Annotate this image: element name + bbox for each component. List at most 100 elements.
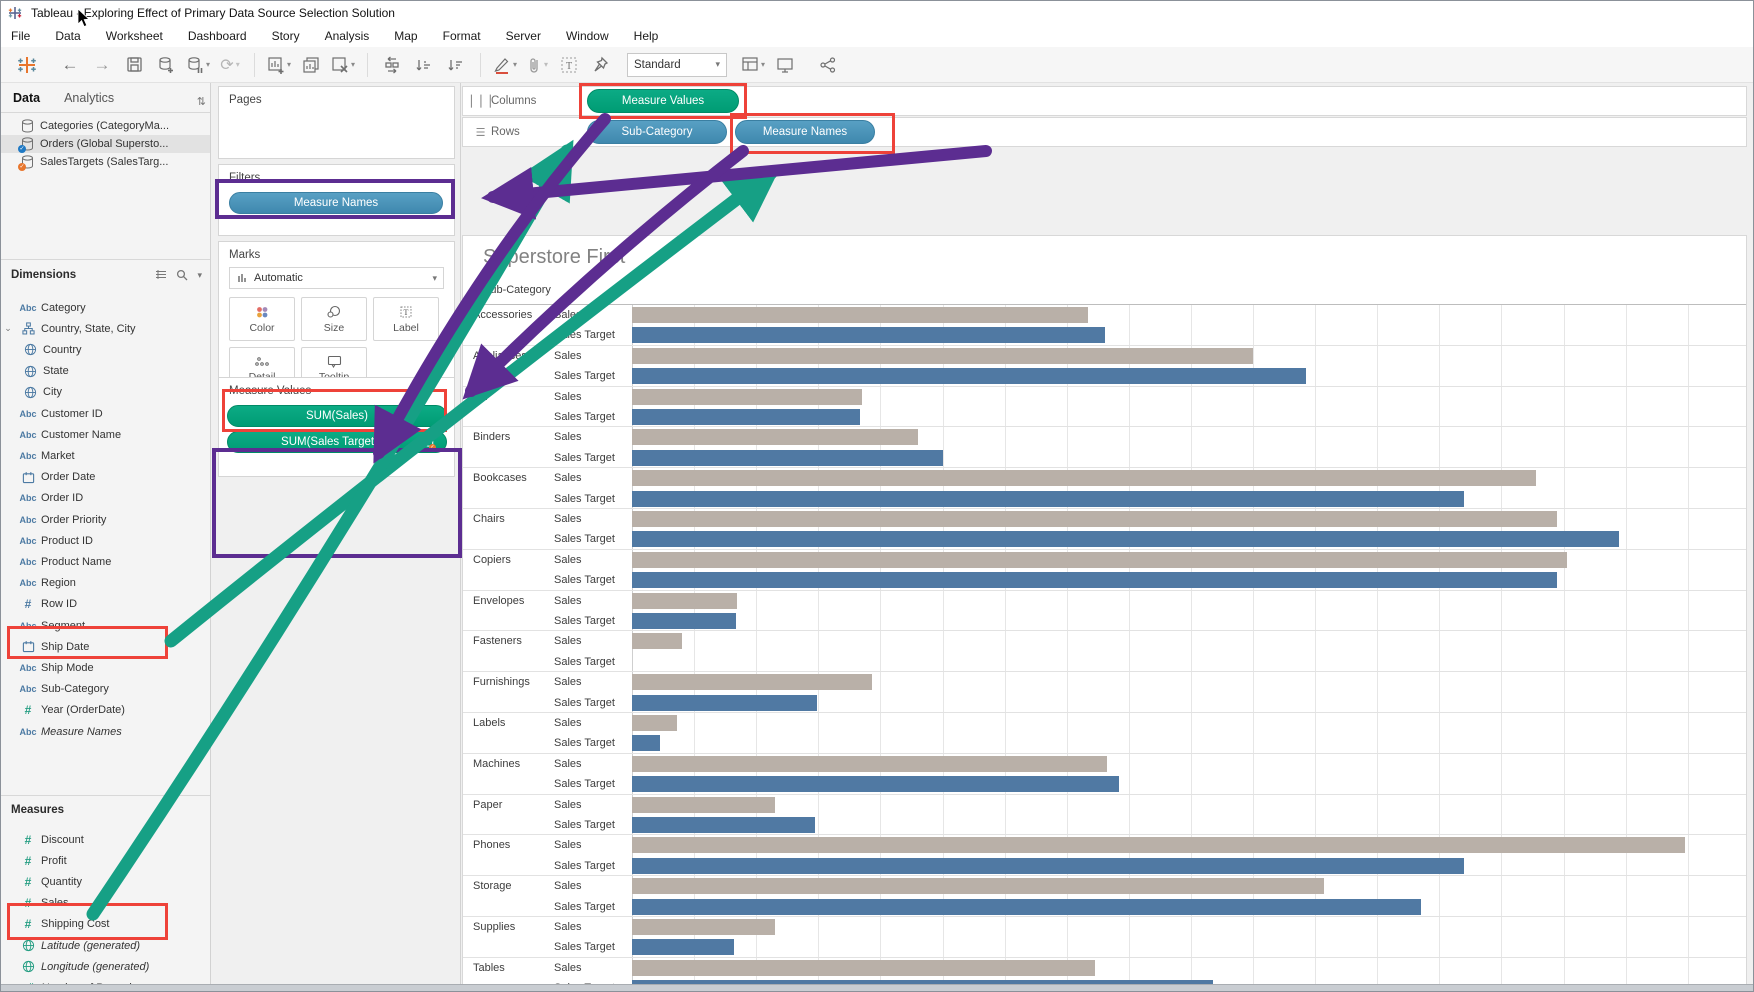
measure-field-shipping-cost[interactable]: # Shipping Cost xyxy=(1,914,210,935)
label-shelf-button[interactable]: T Label xyxy=(373,297,439,341)
bar-phones-sales[interactable] xyxy=(632,837,1685,854)
share-workbook-icon[interactable] xyxy=(815,52,841,78)
bar-supplies-sales[interactable] xyxy=(632,919,775,935)
dimension-field-measure-names[interactable]: Abc Measure Names xyxy=(1,721,210,742)
bar-furnishings-sales-target[interactable] xyxy=(632,694,818,711)
run-update-button[interactable]: ⟳ ▾ xyxy=(220,56,240,74)
sort-descending-button[interactable] xyxy=(443,52,469,78)
new-worksheet-button[interactable]: ▾ xyxy=(266,52,292,78)
bar-paper-sales[interactable] xyxy=(632,796,775,813)
dimension-field-category[interactable]: Abc Category xyxy=(1,297,210,318)
rows-pill-sub-category[interactable]: Sub-Category xyxy=(587,120,727,144)
tab-data[interactable]: Data xyxy=(1,86,53,112)
bar-storage-sales-target[interactable] xyxy=(632,898,1421,915)
fit-selector[interactable]: Standard ▾ xyxy=(627,52,727,77)
menu-server[interactable]: Server xyxy=(505,29,541,43)
size-shelf-button[interactable]: Size xyxy=(301,297,367,341)
measure-field-longitude-generated[interactable]: Longitude (generated) xyxy=(1,956,210,977)
chevron-down-icon[interactable]: ▾ xyxy=(197,269,202,280)
dimension-field-region[interactable]: Abc Region xyxy=(1,573,210,594)
menu-file[interactable]: File xyxy=(11,29,31,43)
clear-sheet-button[interactable]: ▾ xyxy=(330,52,356,78)
bar-accessories-sales-target[interactable] xyxy=(632,327,1106,344)
bar-envelopes-sales-target[interactable] xyxy=(632,612,736,629)
bar-furnishings-sales[interactable] xyxy=(632,674,873,691)
bar-copiers-sales[interactable] xyxy=(632,551,1567,568)
view-as-list-icon[interactable] xyxy=(155,269,167,281)
bar-phones-sales-target[interactable] xyxy=(632,857,1465,874)
bar-storage-sales[interactable] xyxy=(632,878,1325,895)
tableau-logo-icon[interactable] xyxy=(14,52,40,78)
pause-auto-updates-button[interactable]: ▾ xyxy=(185,52,211,78)
menu-format[interactable]: Format xyxy=(442,29,481,43)
menu-dashboard[interactable]: Dashboard xyxy=(187,29,247,43)
data-source-salestargets-salestarg[interactable]: ✓ SalesTargets (SalesTarg... xyxy=(1,153,210,171)
redo-button[interactable]: → xyxy=(93,54,111,74)
dimension-field-row-id[interactable]: # Row ID xyxy=(1,594,210,615)
bar-envelopes-sales[interactable] xyxy=(632,592,737,609)
filters-pill-measure-names[interactable]: Measure Names xyxy=(229,192,443,214)
dimension-field-customer-name[interactable]: Abc Customer Name xyxy=(1,424,210,445)
bar-copiers-sales-target[interactable] xyxy=(632,572,1558,589)
bar-supplies-sales-target[interactable] xyxy=(632,939,735,956)
mark-type-dropdown[interactable]: Automatic ▾ xyxy=(229,267,444,289)
bar-art-sales[interactable] xyxy=(632,388,863,405)
new-data-source-button[interactable] xyxy=(153,52,179,78)
sort-ascending-button[interactable] xyxy=(411,52,437,78)
columns-shelf[interactable]: ▏▏▏ Columns Measure Values xyxy=(462,86,1747,116)
dimension-field-order-date[interactable]: Order Date xyxy=(1,467,210,488)
dimension-field-ship-mode[interactable]: Abc Ship Mode xyxy=(1,657,210,678)
dimension-field-customer-id[interactable]: Abc Customer ID xyxy=(1,403,210,424)
group-members-button[interactable]: ▾ xyxy=(524,52,550,78)
bar-labels-sales-target[interactable] xyxy=(632,735,660,752)
collapse-pane-icon[interactable]: ⇅ xyxy=(196,96,206,108)
bar-appliances-sales[interactable] xyxy=(632,347,1253,364)
dimension-field-country-state-city[interactable]: ⌄ Country, State, City xyxy=(1,318,210,339)
fix-axes-button[interactable] xyxy=(588,52,614,78)
bar-accessories-sales[interactable] xyxy=(632,307,1089,323)
menu-story[interactable]: Story xyxy=(271,29,300,43)
rows-shelf[interactable]: ☰ Rows Sub-Category Measure Names xyxy=(462,117,1747,147)
menu-help[interactable]: Help xyxy=(633,29,659,43)
rows-pill-measure-names[interactable]: Measure Names xyxy=(735,120,875,144)
dimension-field-segment[interactable]: Abc Segment xyxy=(1,615,210,636)
menu-window[interactable]: Window xyxy=(565,29,609,43)
measure-field-sales[interactable]: # Sales xyxy=(1,893,210,914)
bar-appliances-sales-target[interactable] xyxy=(632,368,1306,385)
tab-analytics[interactable]: Analytics xyxy=(64,91,115,105)
presentation-mode-button[interactable] xyxy=(772,52,798,78)
filters-card[interactable]: Filters Measure Names xyxy=(218,164,455,236)
show-hide-cards-button[interactable]: ▾ xyxy=(740,52,766,78)
measure-values-pill-sum-sales-target[interactable]: SUM(Sales Target) ✓ xyxy=(227,431,447,453)
data-source-categories-categoryma[interactable]: Categories (CategoryMa... xyxy=(1,117,210,135)
bar-binders-sales-target[interactable] xyxy=(632,449,943,466)
dimension-field-ship-date[interactable]: Ship Date xyxy=(1,636,210,657)
menu-worksheet[interactable]: Worksheet xyxy=(105,29,163,43)
dimension-field-market[interactable]: Abc Market xyxy=(1,445,210,466)
menu-data[interactable]: Data xyxy=(55,29,81,43)
highlight-button[interactable]: ▾ xyxy=(492,52,518,78)
bar-bookcases-sales-target[interactable] xyxy=(632,490,1465,507)
bar-machines-sales[interactable] xyxy=(632,755,1108,772)
dimension-field-year-orderdate[interactable]: # Year (OrderDate) xyxy=(1,700,210,721)
save-button[interactable] xyxy=(121,52,147,78)
bar-bookcases-sales[interactable] xyxy=(632,470,1536,487)
show-mark-labels-button[interactable]: T xyxy=(556,52,582,78)
bar-chairs-sales[interactable] xyxy=(632,511,1558,527)
measure-field-quantity[interactable]: # Quantity xyxy=(1,871,210,892)
bar-binders-sales[interactable] xyxy=(632,429,918,446)
bar-fasteners-sales[interactable] xyxy=(632,633,683,650)
pages-card[interactable]: Pages xyxy=(218,86,455,159)
bar-labels-sales[interactable] xyxy=(632,715,677,731)
bar-paper-sales-target[interactable] xyxy=(632,816,816,833)
dimension-field-order-priority[interactable]: Abc Order Priority xyxy=(1,509,210,530)
menu-analysis[interactable]: Analysis xyxy=(324,29,370,43)
bar-chairs-sales-target[interactable] xyxy=(632,531,1620,548)
dimension-field-product-id[interactable]: Abc Product ID xyxy=(1,530,210,551)
data-source-orders-global-supersto[interactable]: ✓ Orders (Global Supersto... xyxy=(1,135,210,153)
dimension-field-city[interactable]: City xyxy=(1,382,210,403)
dimension-field-order-id[interactable]: Abc Order ID xyxy=(1,488,210,509)
measure-field-discount[interactable]: # Discount xyxy=(1,829,210,850)
dimension-field-state[interactable]: State xyxy=(1,361,210,382)
swap-rows-columns-button[interactable] xyxy=(379,52,405,78)
